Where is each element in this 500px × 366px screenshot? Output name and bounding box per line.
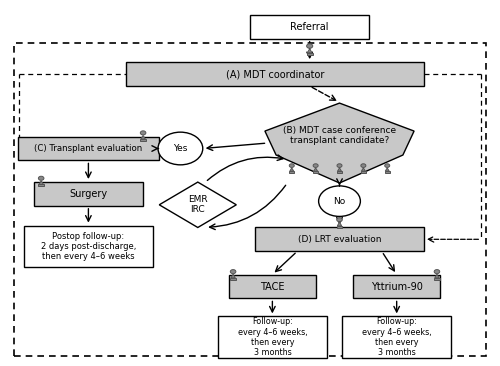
Circle shape bbox=[38, 176, 44, 180]
Bar bbox=[313, 171, 318, 173]
Polygon shape bbox=[362, 168, 366, 171]
Bar bbox=[250, 15, 370, 39]
Text: (A) MDT coordinator: (A) MDT coordinator bbox=[226, 69, 324, 79]
Bar bbox=[353, 275, 440, 298]
Bar bbox=[38, 184, 44, 186]
Text: Yes: Yes bbox=[173, 144, 188, 153]
Bar bbox=[337, 171, 342, 173]
Circle shape bbox=[361, 164, 366, 167]
Polygon shape bbox=[160, 182, 236, 228]
Circle shape bbox=[140, 131, 146, 135]
Bar bbox=[230, 278, 236, 280]
Polygon shape bbox=[141, 135, 146, 139]
Polygon shape bbox=[314, 168, 318, 171]
Bar bbox=[434, 278, 440, 280]
Circle shape bbox=[313, 164, 318, 167]
Circle shape bbox=[318, 186, 360, 216]
Circle shape bbox=[306, 44, 312, 48]
Bar bbox=[229, 275, 316, 298]
Bar bbox=[342, 317, 452, 358]
Polygon shape bbox=[39, 181, 44, 184]
Polygon shape bbox=[290, 168, 294, 171]
Text: (B) MDT case conference
transplant candidate?: (B) MDT case conference transplant candi… bbox=[283, 126, 396, 145]
Bar bbox=[384, 171, 390, 173]
Circle shape bbox=[158, 132, 203, 165]
Bar bbox=[218, 317, 327, 358]
Text: (C) Transplant evaluation: (C) Transplant evaluation bbox=[34, 144, 142, 153]
Text: Yttrium-90: Yttrium-90 bbox=[370, 281, 422, 291]
Bar bbox=[14, 43, 486, 355]
Bar bbox=[24, 226, 153, 268]
Text: TACE: TACE bbox=[260, 281, 284, 291]
Circle shape bbox=[337, 164, 342, 167]
Text: Surgery: Surgery bbox=[70, 189, 108, 199]
Text: Follow-up:
every 4–6 weeks,
then every
3 months: Follow-up: every 4–6 weeks, then every 3… bbox=[362, 317, 432, 358]
Polygon shape bbox=[338, 168, 342, 171]
Circle shape bbox=[384, 164, 390, 167]
Text: (D) LRT evaluation: (D) LRT evaluation bbox=[298, 235, 382, 244]
Text: EMR
IRC: EMR IRC bbox=[188, 195, 208, 214]
Circle shape bbox=[230, 270, 236, 274]
Text: Follow-up:
every 4–6 weeks,
then every
3 months: Follow-up: every 4–6 weeks, then every 3… bbox=[238, 317, 307, 358]
Bar bbox=[18, 137, 160, 160]
Bar bbox=[290, 171, 294, 173]
Bar bbox=[126, 62, 424, 86]
Text: Postop follow-up:
2 days post-discharge,
then every 4–6 weeks: Postop follow-up: 2 days post-discharge,… bbox=[40, 232, 136, 261]
Polygon shape bbox=[435, 274, 439, 278]
Polygon shape bbox=[231, 274, 235, 278]
Bar bbox=[336, 226, 342, 228]
Circle shape bbox=[290, 164, 294, 167]
Circle shape bbox=[434, 270, 440, 274]
Bar bbox=[34, 182, 143, 206]
Polygon shape bbox=[265, 103, 414, 183]
Text: Referral: Referral bbox=[290, 22, 329, 32]
Polygon shape bbox=[308, 49, 312, 53]
Polygon shape bbox=[386, 168, 389, 171]
Polygon shape bbox=[338, 222, 342, 226]
Bar bbox=[306, 53, 312, 55]
Bar bbox=[361, 171, 366, 173]
Circle shape bbox=[336, 218, 342, 222]
Bar bbox=[140, 139, 146, 141]
Text: No: No bbox=[334, 197, 345, 206]
Bar bbox=[255, 228, 424, 251]
